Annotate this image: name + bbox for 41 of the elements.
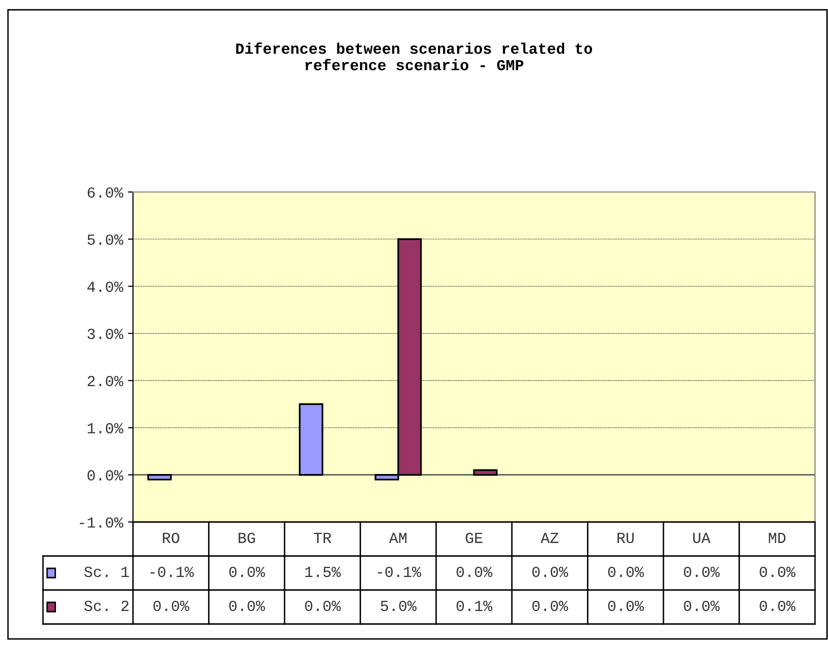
data-label: -0.1% [150,566,194,578]
y-tick-label: 0.0% [88,470,124,481]
y-tick-label: 5.0% [88,234,124,245]
data-label: 0.0% [760,566,796,578]
y-tick-label: 3.0% [88,328,124,340]
y-tick-label: 2.0% [88,376,124,386]
data-label: 5.0% [380,600,417,612]
y-tick-label: -1.0% [80,517,124,528]
data-label: 0.0% [608,600,644,612]
x-tick-label: RU [618,532,634,544]
data-label: 0.0% [532,566,568,578]
x-tick-label: UA [693,532,710,544]
data-label: 0.0% [608,566,644,578]
data-label: 0.0% [760,600,796,612]
chart-title: Diferences between scenarios related to reference scenario - GMP [236,42,592,70]
y-tick-label: 1.0% [88,423,124,434]
x-tick-label: AZ [540,532,558,543]
x-tick-label: BG [238,532,255,544]
x-tick-label: AM [389,532,406,543]
x-tick-label: RO [162,532,180,544]
data-label: 0.0% [684,600,720,612]
data-label: 0.0% [456,566,492,578]
x-tick-label: TR [314,532,332,543]
data-label: -0.1% [378,566,422,578]
x-tick-label: GE [466,532,482,544]
legend-label: Sc. 2 [84,600,129,612]
bar [147,474,172,480]
y-tick-label: 4.0% [87,282,124,292]
legend-label: Sc. 1 [84,566,129,578]
data-label: 0.0% [532,600,568,612]
x-tick-label: MD [768,532,786,543]
data-label: 0.0% [229,566,266,578]
data-label: 0.0% [153,600,190,612]
data-label: 0.0% [305,600,341,612]
data-label: 1.5% [305,566,341,578]
data-label: 0.0% [229,600,266,612]
bar [473,469,498,476]
data-label: 0.0% [684,566,720,578]
bar [298,403,324,476]
data-label: 0.1% [456,600,492,612]
y-tick-label: 6.0% [88,187,124,198]
